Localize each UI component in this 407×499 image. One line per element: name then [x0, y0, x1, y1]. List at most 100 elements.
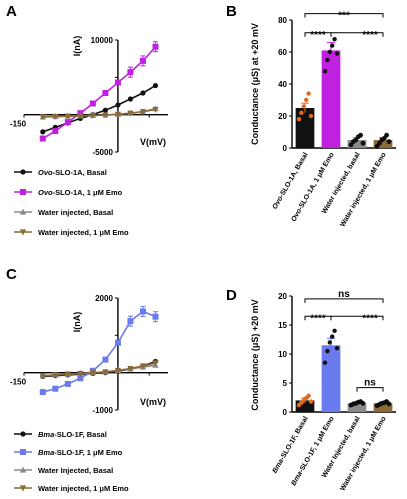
data-point: [374, 143, 380, 149]
y-tick-label: 2000: [95, 294, 113, 303]
data-point: [386, 401, 392, 407]
data-point: [334, 51, 340, 56]
data-point: [353, 137, 359, 143]
y-axis-label: I(nA): [72, 312, 82, 333]
legend-marker: [20, 189, 26, 195]
data-point: [139, 57, 146, 64]
bar: [321, 50, 341, 148]
data-point: [376, 140, 382, 146]
data-point: [308, 113, 314, 119]
bar: [347, 140, 367, 148]
bar: [295, 400, 315, 412]
y-tick-label: 40: [278, 80, 287, 89]
data-point: [139, 109, 147, 116]
legend-marker: [19, 208, 27, 215]
data-point: [139, 363, 147, 370]
y-tick-label: 0: [283, 144, 288, 153]
data-point: [348, 142, 354, 148]
y-tick-label: 0: [283, 408, 288, 417]
data-point: [102, 356, 109, 363]
legend-marker: [19, 466, 27, 473]
data-point: [77, 375, 84, 382]
y-tick-label: -1000: [92, 406, 113, 415]
significance-label: ****: [362, 313, 378, 324]
data-point: [114, 79, 121, 86]
data-point: [381, 135, 387, 141]
legend-label: Bma-SLO-1F, 1 μM Emo: [38, 448, 123, 457]
legend-label: Ovo-SLO-1A, Basal: [38, 168, 107, 177]
data-point: [52, 128, 59, 135]
data-point: [39, 373, 46, 380]
data-point: [64, 380, 71, 387]
data-point: [330, 334, 335, 339]
data-point: [384, 132, 389, 138]
series-line-1: [42, 310, 156, 393]
data-point: [334, 346, 340, 351]
significance-bracket: [330, 315, 384, 321]
data-point: [52, 372, 59, 379]
data-point: [114, 367, 122, 374]
panel-letter-c: C: [6, 266, 17, 283]
y-tick-label: -5000: [92, 148, 113, 157]
significance-bracket: [356, 387, 384, 392]
bar: [347, 403, 367, 412]
data-point: [127, 110, 134, 117]
data-point: [102, 369, 109, 376]
significance-label: ***: [338, 11, 350, 22]
data-point: [325, 57, 330, 63]
category-label: Water injected, 1 μM Emo: [339, 416, 387, 493]
data-point: [52, 113, 59, 120]
x-axis-label: V(mV): [140, 137, 166, 147]
data-point: [39, 135, 46, 142]
data-point: [39, 389, 46, 396]
legend-marker: [19, 229, 27, 236]
y-tick-label: 5: [283, 379, 288, 388]
data-point: [64, 371, 72, 378]
significance-label: ****: [362, 30, 378, 41]
data-point: [306, 91, 311, 96]
data-point: [127, 318, 134, 325]
data-point: [52, 385, 59, 392]
data-point: [77, 370, 84, 377]
y-axis-label: I(nA): [72, 36, 82, 57]
legend-label: Water injected, Basal: [38, 208, 113, 217]
y-tick-label: 10000: [91, 36, 114, 45]
significance-label: ****: [310, 313, 326, 324]
significance-bracket: [304, 13, 384, 18]
data-point: [64, 113, 72, 120]
data-point: [152, 360, 159, 367]
significance-label: ****: [310, 30, 326, 41]
y-tick-label: 60: [278, 48, 287, 57]
data-point: [304, 97, 309, 103]
significance-bracket: [330, 32, 384, 37]
data-point: [306, 393, 311, 398]
bar: [373, 140, 393, 148]
data-point: [102, 90, 109, 97]
data-point: [332, 37, 337, 42]
data-point: [360, 140, 366, 146]
data-point: [114, 111, 122, 118]
data-point: [139, 308, 146, 315]
data-point: [152, 313, 159, 320]
data-point: [152, 106, 159, 113]
data-point: [102, 107, 108, 113]
x-tick-label: -150: [10, 120, 27, 129]
data-point: [296, 117, 302, 122]
legend-marker: [20, 169, 26, 175]
data-point: [332, 328, 337, 333]
y-tick-label: 80: [278, 16, 287, 25]
data-point: [327, 49, 332, 55]
data-point: [64, 119, 71, 126]
data-point: [330, 43, 335, 48]
significance-label: ns: [338, 289, 350, 300]
legend-label: Ovo-SLO-1A, 1 μM Emo: [38, 188, 123, 197]
data-point: [325, 348, 330, 354]
legend-marker: [20, 431, 26, 437]
y-axis-label: Conductance (μS) +20 mV: [250, 299, 260, 410]
panel-letter-b: B: [226, 3, 237, 20]
bar: [321, 345, 341, 412]
legend-label: Bma-SLO-1F, Basal: [38, 430, 107, 439]
data-point: [301, 104, 306, 109]
data-point: [327, 340, 332, 345]
